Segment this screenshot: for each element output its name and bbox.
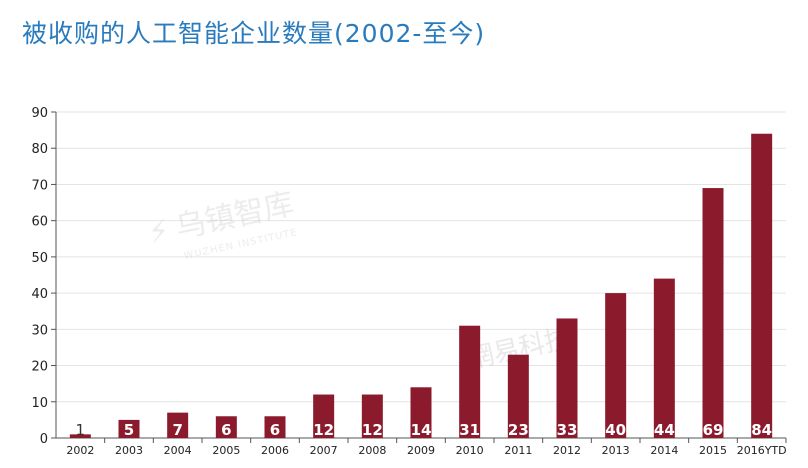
x-tick-label: 2005 (212, 444, 240, 457)
bar (702, 188, 724, 438)
bar (605, 293, 627, 438)
y-tick-label: 40 (31, 287, 48, 302)
x-tick-label: 2010 (456, 444, 484, 457)
y-tick-label: 50 (31, 251, 48, 266)
bar (751, 133, 773, 438)
x-tick-labels: 2002 2003 2004 2005 2006 2007 2008 2009 2010 2011… (66, 444, 786, 457)
data-label: 5 (124, 421, 134, 439)
x-tick-label: 2009 (407, 444, 435, 457)
x-tick-label: 2016YTD (737, 444, 787, 457)
data-label: 12 (313, 421, 334, 439)
bar (313, 394, 335, 438)
x-tick-label: 2012 (553, 444, 581, 457)
y-tick-label: 10 (31, 396, 48, 411)
data-label: 12 (362, 421, 383, 439)
chart-title: 被收购的人工智能企业数量(2002-至今) (22, 19, 486, 48)
bar (556, 318, 578, 438)
bar (410, 387, 432, 438)
bar (361, 394, 383, 438)
data-label: 40 (605, 421, 626, 439)
x-tick-label: 2004 (164, 444, 192, 457)
x-tick-label: 2011 (504, 444, 532, 457)
y-tick-label: 90 (31, 106, 48, 121)
data-label: 69 (703, 421, 724, 439)
bar (118, 419, 140, 438)
data-label: 7 (172, 421, 182, 439)
x-tick-label: 2007 (310, 444, 338, 457)
data-label: 84 (751, 421, 772, 439)
data-label: 44 (654, 421, 675, 439)
bar (69, 434, 91, 438)
x-tick-label: 2015 (699, 444, 727, 457)
x-tick-label: 2008 (358, 444, 386, 457)
bar (507, 354, 529, 438)
data-label: 6 (270, 421, 280, 439)
y-tick-label: 0 (40, 432, 48, 447)
y-tick-label: 80 (31, 142, 48, 157)
bar (653, 278, 675, 438)
x-tick-label: 2003 (115, 444, 143, 457)
gridlines (56, 111, 786, 403)
data-label: 14 (411, 421, 432, 439)
y-tick-label: 30 (31, 323, 48, 338)
watermark-logo-icon: ⚡ (145, 213, 173, 252)
x-tick-label: 2014 (650, 444, 678, 457)
bar (264, 416, 286, 438)
bars (69, 133, 773, 438)
x-tick-label: 2013 (602, 444, 630, 457)
data-label: 1 (76, 421, 86, 439)
bar (167, 412, 189, 438)
data-label: 23 (508, 421, 529, 439)
y-tick-label: 20 (31, 360, 48, 375)
data-label: 31 (459, 421, 480, 439)
y-tick-label: 60 (31, 215, 48, 230)
bar (215, 416, 237, 438)
data-label: 6 (221, 421, 231, 439)
watermark: 乌镇智库 ⚡ WUZHEN INSTITUTE 網易科技 (145, 187, 573, 375)
y-tick-label: 70 (31, 178, 48, 193)
x-tick-label: 2006 (261, 444, 289, 457)
bar (459, 325, 481, 438)
y-tick-labels: 0 10 20 30 40 50 60 70 80 90 (31, 106, 48, 447)
data-labels: 1 5 7 6 6 12 12 14 31 23 33 40 44 69 84 (76, 421, 773, 439)
data-label: 33 (557, 421, 578, 439)
x-tick-label: 2002 (66, 444, 94, 457)
